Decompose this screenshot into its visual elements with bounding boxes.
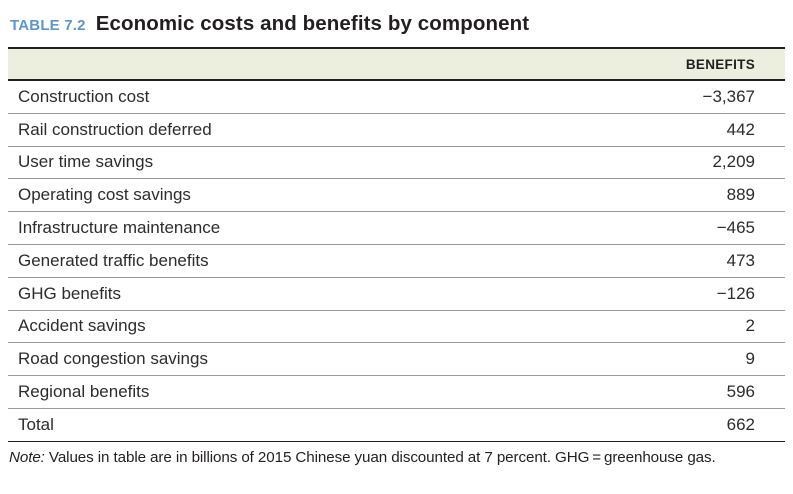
row-label: User time savings — [18, 152, 154, 172]
row-value: 596 — [726, 382, 755, 402]
row-label: Accident savings — [18, 316, 146, 336]
row-value: −126 — [716, 283, 755, 303]
page-title: Economic costs and benefits by component — [95, 12, 530, 35]
row-value: −3,367 — [702, 86, 755, 106]
row-value: 2 — [745, 316, 755, 336]
row-value: 473 — [726, 250, 755, 270]
table-row: Accident savings 2 — [8, 311, 785, 344]
row-value: 2,209 — [712, 152, 755, 172]
row-label: Infrastructure maintenance — [18, 218, 221, 238]
row-label: Construction cost — [18, 86, 150, 106]
benefits-column-header: BENEFITS — [685, 56, 755, 72]
note-label: Note: — [9, 448, 45, 466]
data-table: BENEFITS Construction cost −3,367 Rail c… — [8, 47, 785, 442]
row-label: Operating cost savings — [18, 185, 191, 205]
row-label: Road congestion savings — [18, 349, 208, 369]
row-value: 442 — [726, 119, 755, 139]
row-label: Generated traffic benefits — [18, 250, 209, 270]
table-note: Note: Values in table are in billions of… — [8, 442, 785, 466]
table-row: Operating cost savings 889 — [8, 179, 785, 213]
table-row: User time savings 2,209 — [8, 147, 785, 180]
table-row: Generated traffic benefits 473 — [8, 245, 785, 278]
table-row: Regional benefits 596 — [8, 376, 785, 409]
table-row: Infrastructure maintenance −465 — [8, 212, 785, 245]
table-header-row: BENEFITS — [8, 47, 785, 81]
note-text: Values in table are in billions of 2015 … — [44, 448, 716, 466]
table-row: Total 662 — [8, 409, 785, 442]
table-row: Road congestion savings 9 — [8, 343, 785, 377]
row-label: Total — [18, 414, 54, 434]
row-value: 662 — [726, 414, 755, 434]
row-label: Regional benefits — [18, 382, 150, 402]
table-body: Construction cost −3,367 Rail constructi… — [8, 81, 785, 442]
table-row: Construction cost −3,367 — [8, 81, 785, 114]
table-title: TABLE 7.2 Economic costs and benefits by… — [8, 10, 785, 36]
table-number-label: TABLE 7.2 — [10, 17, 86, 34]
row-label: Rail construction deferred — [18, 119, 212, 139]
row-value: 9 — [745, 349, 755, 369]
row-label: GHG benefits — [18, 283, 121, 303]
table-row: GHG benefits −126 — [8, 278, 785, 311]
row-value: −465 — [716, 218, 755, 238]
row-value: 889 — [726, 185, 755, 205]
table-row: Rail construction deferred 442 — [8, 114, 785, 147]
